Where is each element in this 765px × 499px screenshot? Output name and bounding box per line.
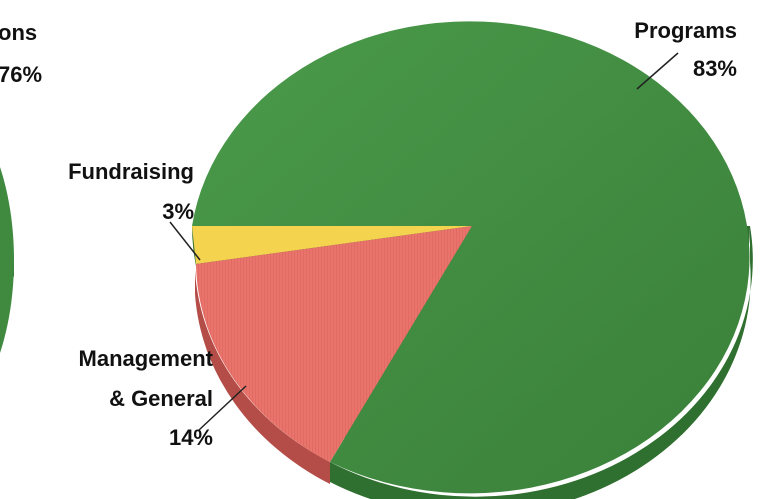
management-label-line1: Management: [79, 346, 214, 371]
pie-slice-programs: [192, 21, 750, 494]
pie-side-red: [195, 270, 330, 484]
left-pie: [0, 167, 14, 353]
pie-slice-management: [196, 226, 472, 462]
pie-slice-fundraising: [192, 226, 472, 264]
leader-programs: [636, 52, 679, 90]
main-pie: [192, 21, 753, 499]
left-pie-value: 76%: [0, 62, 42, 87]
left-pie-label: ons: [0, 20, 37, 45]
leader-fundraising: [169, 221, 201, 261]
leader-management: [198, 385, 247, 431]
fundraising-label: Fundraising: [68, 159, 194, 184]
management-value: 14%: [169, 425, 213, 450]
left-pie-slice-ons: [0, 167, 14, 353]
fundraising-value: 3%: [162, 199, 194, 224]
programs-value: 83%: [693, 56, 737, 81]
management-label-line2: & General: [109, 386, 213, 411]
programs-label: Programs: [634, 18, 737, 43]
